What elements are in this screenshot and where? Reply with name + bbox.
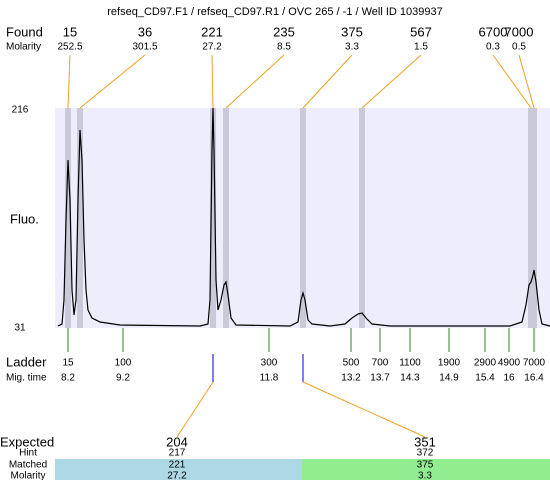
peak-band (531, 108, 537, 328)
found-molarity: 301.5 (132, 42, 157, 53)
connector (79, 54, 146, 109)
found-molarity: 1.5 (414, 42, 428, 53)
time-label: Mig. time (6, 373, 47, 384)
molarity-label: Molarity (6, 42, 41, 53)
y-label: Fluo. (10, 211, 39, 226)
connector (302, 54, 353, 109)
matched-bg (302, 459, 550, 480)
ladder-size: 4900 (498, 358, 521, 369)
ladder-size: 500 (343, 358, 360, 369)
expected-size: 204 (166, 434, 188, 449)
hint: 217 (169, 448, 186, 459)
peak-band (65, 108, 71, 328)
ladder-size: 15 (62, 358, 74, 369)
found-molarity: 0.5 (512, 42, 526, 53)
ladder-label: Ladder (6, 354, 47, 369)
hint: 372 (417, 448, 434, 459)
found-size: 6700 (479, 24, 508, 39)
ladder-time: 16.4 (524, 373, 544, 384)
ladder-time: 16 (503, 373, 515, 384)
matched-bg (55, 459, 302, 480)
found-size: 375 (341, 24, 363, 39)
peak-band (359, 108, 365, 328)
found-size: 7000 (505, 24, 534, 39)
peak-band (77, 108, 83, 328)
connector (492, 54, 532, 109)
ladder-time: 13.7 (370, 373, 390, 384)
ladder-size: 700 (372, 358, 389, 369)
found-molarity: 27.2 (202, 42, 222, 53)
connector (518, 54, 535, 109)
found-label: Found (6, 24, 43, 39)
connector (67, 54, 71, 109)
ladder-size: 300 (261, 358, 278, 369)
ladder-time: 8.2 (61, 373, 75, 384)
ladder-time: 9.2 (116, 373, 130, 384)
ladder-time: 15.4 (475, 373, 495, 384)
found-size: 221 (201, 24, 223, 39)
matched-label: Matched (9, 460, 47, 471)
ladder-time: 11.8 (260, 373, 279, 384)
peak-band (223, 108, 229, 328)
peak-band (210, 108, 216, 328)
matched-molarity: 27.2 (167, 471, 187, 480)
ladder-size: 1100 (399, 358, 421, 369)
ladder-size: 100 (115, 358, 132, 369)
ladder-time: 14.3 (400, 373, 420, 384)
title: refseq_CD97.F1 / refseq_CD97.R1 / OVC 26… (107, 6, 442, 18)
found-size: 36 (138, 24, 152, 39)
connector (211, 54, 214, 109)
trace (57, 107, 550, 327)
ladder-time: 13.2 (341, 373, 361, 384)
expected-label: Expected (0, 434, 54, 449)
matched-molarity: 3.3 (418, 471, 432, 480)
ladder-time: 14.9 (439, 373, 459, 384)
ladder-size: 7000 (523, 358, 546, 369)
found-molarity: 3.3 (345, 42, 359, 53)
y-min: 31 (14, 323, 26, 334)
found-size: 235 (273, 24, 295, 39)
connector (176, 381, 214, 438)
expected-size: 351 (414, 434, 436, 449)
found-molarity: 0.3 (486, 42, 500, 53)
found-size: 567 (410, 24, 432, 39)
found-size: 15 (63, 24, 77, 39)
ladder-size: 2900 (474, 358, 497, 369)
connector (302, 381, 426, 438)
ladder-size: 1900 (438, 358, 461, 369)
molarity-label: Molarity (10, 471, 45, 480)
found-molarity: 252.5 (57, 42, 82, 53)
connector (361, 54, 422, 109)
matched: 221 (169, 460, 186, 471)
hint-label: Hint (19, 448, 37, 459)
found-molarity: 8.5 (277, 42, 291, 53)
matched: 375 (417, 460, 434, 471)
connector (225, 54, 285, 109)
y-max: 216 (12, 105, 29, 116)
peak-band (300, 108, 306, 328)
